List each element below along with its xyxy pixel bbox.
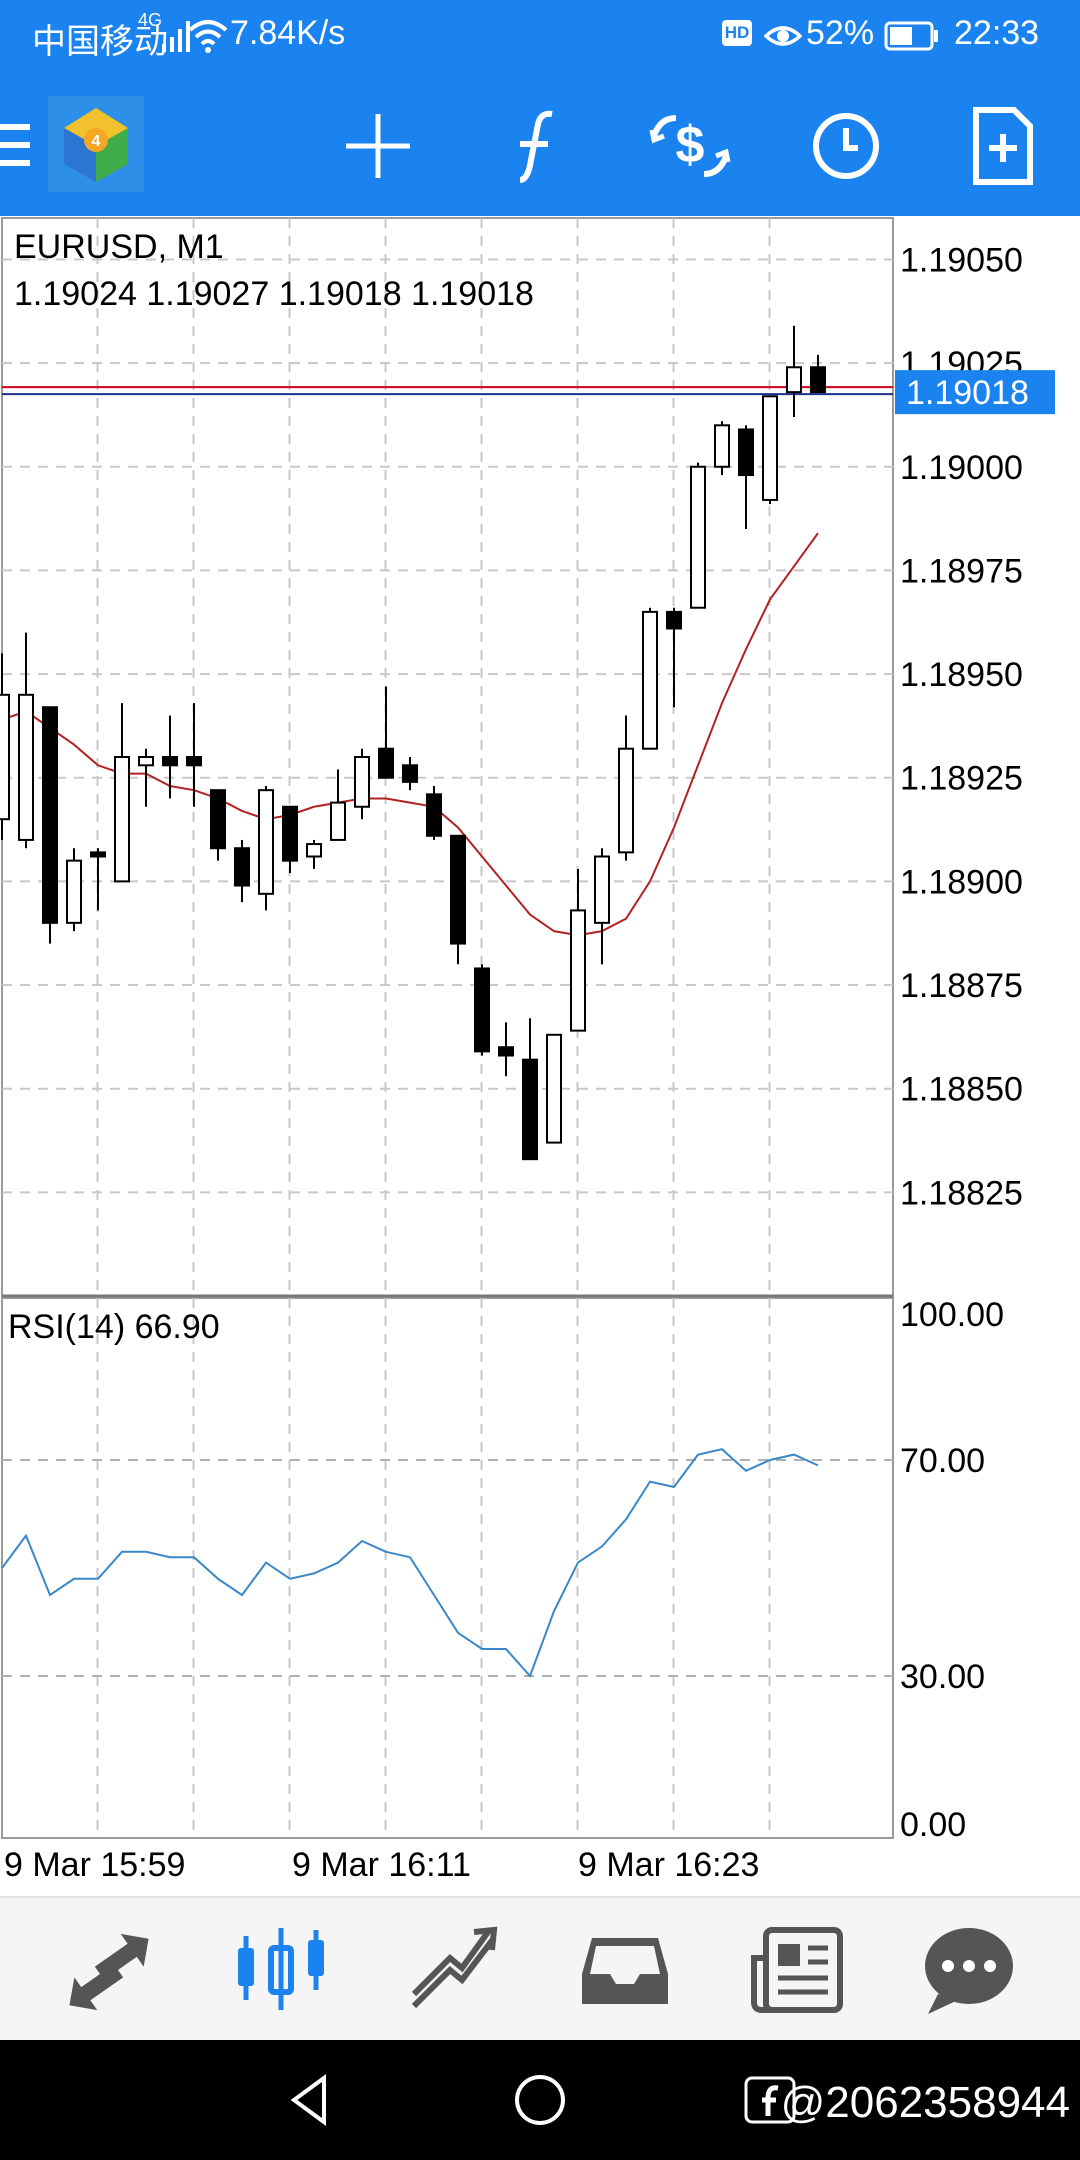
candle-body bbox=[498, 1046, 514, 1057]
candle-body bbox=[66, 859, 82, 924]
symbol-label: EURUSD, M1 bbox=[14, 228, 224, 266]
hd-badge: HD bbox=[722, 20, 752, 46]
candle-body bbox=[474, 967, 490, 1053]
rsi-level-label: 70.00 bbox=[900, 1442, 985, 1480]
price-tick-label: 1.18925 bbox=[900, 760, 1023, 798]
price-tick-label: 1.19000 bbox=[900, 449, 1023, 487]
moving-average-line bbox=[1, 532, 819, 937]
time-axis-label: 9 Mar 16:23 bbox=[578, 1846, 759, 1884]
candle-body bbox=[42, 706, 58, 924]
candle-body bbox=[90, 851, 106, 858]
candle-body bbox=[738, 428, 754, 477]
app-logo-icon: 4 bbox=[48, 96, 144, 192]
chart-icon[interactable] bbox=[226, 1918, 336, 2018]
wifi-icon bbox=[188, 20, 228, 53]
price-tick-label: 1.18825 bbox=[900, 1174, 1023, 1212]
rsi-label: RSI(14) 66.90 bbox=[8, 1308, 220, 1346]
rsi-tick-label: 100.00 bbox=[900, 1296, 1004, 1334]
objects-icon[interactable] bbox=[952, 96, 1052, 196]
candle-body bbox=[570, 909, 586, 1032]
home-icon[interactable] bbox=[510, 2070, 570, 2130]
candle-body bbox=[546, 1033, 562, 1144]
clock: 22:33 bbox=[954, 14, 1040, 52]
rsi-level-label: 30.00 bbox=[900, 1658, 985, 1696]
candle-body bbox=[450, 834, 466, 945]
candle-body bbox=[186, 756, 202, 767]
candle-body bbox=[690, 465, 706, 609]
candle-body bbox=[522, 1058, 538, 1161]
menu-icon[interactable] bbox=[0, 120, 32, 172]
network-type: 4G bbox=[138, 10, 163, 30]
candle-body bbox=[426, 793, 442, 837]
watermark-text: @2062358944 bbox=[780, 2078, 1070, 2127]
signal-icon bbox=[162, 21, 190, 52]
rsi-tick-label: 0.00 bbox=[900, 1806, 966, 1844]
quotes-icon[interactable] bbox=[54, 1918, 164, 2018]
trade-nav-icon[interactable] bbox=[398, 1918, 508, 2018]
candle-body bbox=[306, 843, 322, 858]
candle-body bbox=[330, 801, 346, 841]
rsi-line bbox=[1, 1448, 819, 1678]
candle-body bbox=[378, 747, 394, 779]
chart-area[interactable]: EURUSD, M1 1.19024 1.19027 1.19018 1.1901… bbox=[0, 216, 1080, 1896]
price-tick-label: 1.18850 bbox=[900, 1071, 1023, 1109]
candle-body bbox=[18, 693, 34, 841]
battery-icon bbox=[884, 21, 938, 51]
time-axis-label: 9 Mar 15:59 bbox=[4, 1846, 185, 1884]
candle-body bbox=[258, 789, 274, 895]
chart-canvas[interactable]: EURUSD, M1 1.19024 1.19027 1.19018 1.1901… bbox=[0, 216, 1080, 1896]
back-icon[interactable] bbox=[280, 2070, 340, 2130]
current-price-label: 1.19018 bbox=[906, 374, 1029, 412]
indicators-icon[interactable] bbox=[484, 96, 584, 196]
candle-body bbox=[162, 756, 178, 767]
rsi-pane-border bbox=[1, 1297, 894, 1839]
svg-text:$: $ bbox=[676, 116, 705, 174]
toolbar: 4 $ bbox=[0, 74, 1080, 216]
battery-percent: 52% bbox=[806, 14, 875, 52]
candle-body bbox=[594, 855, 610, 924]
candle-body bbox=[666, 610, 682, 630]
price-pane-border bbox=[1, 217, 894, 1297]
price-tick-label: 1.19050 bbox=[900, 241, 1023, 279]
candle-body bbox=[114, 756, 130, 883]
net-speed: 7.84K/s bbox=[230, 14, 346, 52]
timeframe-icon[interactable] bbox=[796, 96, 896, 196]
current-price-box bbox=[895, 370, 1055, 415]
status-bar: 中国移动 4G 7.84K/s HD 52% 22:33 bbox=[0, 0, 1080, 74]
chat-icon[interactable] bbox=[914, 1918, 1024, 2018]
carrier-label: 中国移动 bbox=[32, 23, 168, 61]
candle-body bbox=[234, 847, 250, 887]
candle-body bbox=[0, 693, 10, 821]
candle-body bbox=[762, 395, 778, 501]
svg-text:4: 4 bbox=[92, 133, 101, 150]
candle-body bbox=[642, 610, 658, 750]
candle-body bbox=[402, 764, 418, 783]
candle-body bbox=[714, 424, 730, 468]
candle-body bbox=[354, 756, 370, 808]
candle-body bbox=[282, 805, 298, 862]
price-tick-label: 1.18900 bbox=[900, 863, 1023, 901]
price-tick-label: 1.18875 bbox=[900, 967, 1023, 1005]
price-tick-label: 1.18950 bbox=[900, 656, 1023, 694]
candle-body bbox=[138, 756, 154, 767]
price-tick-label: 1.18975 bbox=[900, 552, 1023, 590]
time-axis-label: 9 Mar 16:11 bbox=[292, 1846, 471, 1884]
system-nav-bar: @2062358944 bbox=[0, 2040, 1080, 2160]
bottom-nav bbox=[0, 1896, 1080, 2040]
candle-body bbox=[210, 789, 226, 850]
candle-body bbox=[810, 366, 826, 394]
trade-icon[interactable]: $ bbox=[640, 96, 740, 196]
candle-body bbox=[618, 747, 634, 854]
history-icon[interactable] bbox=[570, 1918, 680, 2018]
ohlc-label: 1.19024 1.19027 1.19018 1.19018 bbox=[14, 275, 534, 313]
news-icon[interactable] bbox=[742, 1918, 852, 2018]
weibo-logo-icon bbox=[744, 2076, 796, 2124]
candle-body bbox=[786, 366, 802, 394]
eye-icon bbox=[764, 26, 802, 46]
crosshair-icon[interactable] bbox=[328, 96, 428, 196]
